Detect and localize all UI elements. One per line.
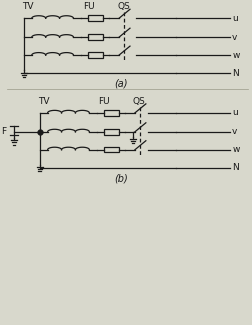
Text: w: w [231,51,239,59]
Bar [103,129,118,135]
Text: QS: QS [117,2,129,11]
Bar [103,110,118,116]
Text: FU: FU [83,2,94,11]
Bar [87,34,103,40]
Text: FU: FU [98,97,109,106]
Text: (a): (a) [114,79,127,89]
Text: N: N [231,69,238,77]
Text: u: u [231,108,237,117]
Bar [87,16,103,21]
Text: v: v [231,32,237,42]
Text: u: u [231,14,237,23]
Text: TV: TV [22,2,33,11]
Text: F: F [1,127,6,136]
Text: N: N [231,163,238,172]
Text: (b): (b) [114,174,128,184]
Bar [103,147,118,152]
Text: w: w [231,145,239,154]
Text: QS: QS [133,97,145,106]
Text: v: v [231,127,237,136]
Text: TV: TV [38,97,49,106]
Bar [87,52,103,58]
